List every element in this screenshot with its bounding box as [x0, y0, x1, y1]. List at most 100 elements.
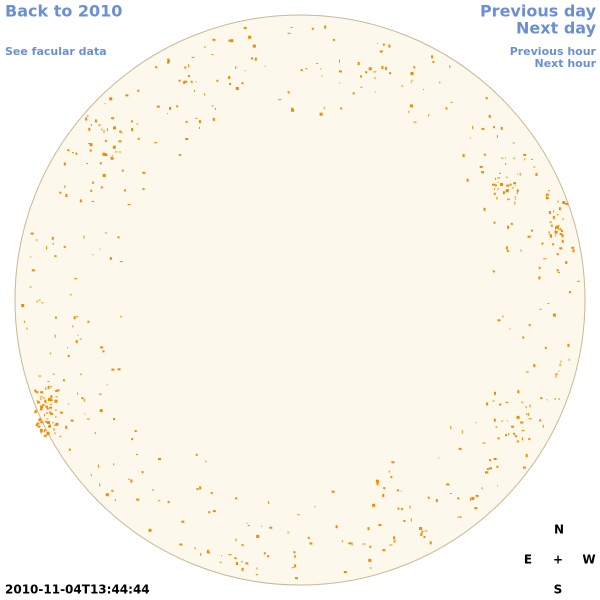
facula: [492, 400, 495, 402]
next-hour-link[interactable]: Next hour: [535, 57, 597, 70]
previous-day-link[interactable]: Previous day: [480, 2, 597, 21]
facula: [99, 409, 103, 413]
facula: [100, 346, 104, 349]
facula: [424, 530, 428, 532]
facula: [39, 396, 43, 398]
facula: [505, 434, 507, 437]
facula: [241, 567, 244, 571]
facula: [531, 158, 533, 160]
facula: [67, 354, 70, 357]
facula: [254, 57, 257, 61]
facula: [445, 107, 448, 110]
facula: [102, 350, 105, 353]
facula: [555, 373, 559, 375]
facula: [567, 343, 570, 347]
facula: [561, 234, 564, 238]
facula: [136, 454, 139, 455]
facula: [512, 142, 515, 144]
facula: [210, 492, 213, 495]
facula: [525, 454, 528, 458]
facula: [300, 69, 303, 72]
facula: [559, 247, 563, 250]
facula: [90, 124, 92, 126]
facula: [191, 56, 195, 58]
facula: [39, 428, 43, 432]
facula: [155, 66, 158, 69]
facular-link[interactable]: See facular data: [5, 45, 107, 58]
facula: [549, 234, 552, 237]
facula: [543, 258, 547, 260]
facula: [47, 385, 50, 389]
facula: [195, 81, 197, 83]
facula: [38, 418, 41, 422]
facula: [458, 447, 462, 450]
facula: [427, 496, 430, 499]
facula: [423, 89, 424, 90]
facula: [485, 97, 488, 100]
facula: [294, 564, 297, 568]
facula: [230, 39, 234, 43]
facula: [438, 457, 440, 459]
facula: [294, 555, 296, 558]
facula: [332, 38, 335, 41]
facula: [513, 157, 515, 160]
facula: [542, 424, 544, 428]
previous-hour-link[interactable]: Previous hour: [510, 45, 597, 58]
facula: [324, 25, 327, 29]
facula: [461, 430, 463, 434]
facula: [429, 541, 432, 545]
facula: [552, 215, 555, 219]
back-link[interactable]: Back to 2010: [5, 2, 122, 21]
facula: [489, 459, 491, 462]
facula: [571, 246, 575, 249]
facula: [26, 327, 28, 330]
facula: [47, 381, 50, 382]
facula: [368, 67, 372, 71]
facula: [400, 508, 403, 511]
facula: [374, 91, 376, 93]
facula: [200, 552, 202, 556]
facula: [393, 536, 396, 540]
next-day-link[interactable]: Next day: [516, 19, 597, 38]
facula: [517, 173, 519, 175]
facula: [528, 412, 530, 416]
facula: [368, 558, 372, 562]
facula: [562, 218, 564, 220]
facula: [435, 499, 438, 503]
facula: [516, 415, 520, 419]
facula: [521, 430, 525, 432]
facula: [396, 489, 399, 492]
facula: [55, 390, 58, 392]
compass-west: W: [582, 553, 595, 567]
facula: [323, 106, 325, 109]
facula: [36, 300, 38, 303]
facula: [408, 110, 410, 113]
facula: [379, 50, 383, 53]
facula: [485, 471, 489, 474]
facula: [382, 43, 385, 46]
facula: [127, 204, 131, 205]
facula: [39, 418, 42, 421]
solar-disk: [14, 14, 586, 586]
facula: [62, 379, 65, 382]
facula: [545, 197, 549, 200]
facula: [104, 103, 106, 105]
facula: [507, 198, 509, 201]
facula: [83, 235, 85, 239]
facula: [369, 567, 372, 569]
facula: [505, 246, 508, 250]
facula: [339, 59, 340, 63]
facula: [246, 522, 248, 524]
facula: [252, 44, 256, 48]
facula: [75, 340, 78, 343]
facula: [409, 104, 413, 108]
facula: [338, 70, 342, 73]
facula: [378, 524, 382, 526]
facula: [46, 412, 49, 414]
facula: [77, 334, 79, 336]
facula: [556, 253, 559, 256]
facula: [475, 422, 477, 424]
facula: [390, 476, 393, 479]
facula: [409, 505, 411, 509]
facula: [565, 261, 568, 264]
